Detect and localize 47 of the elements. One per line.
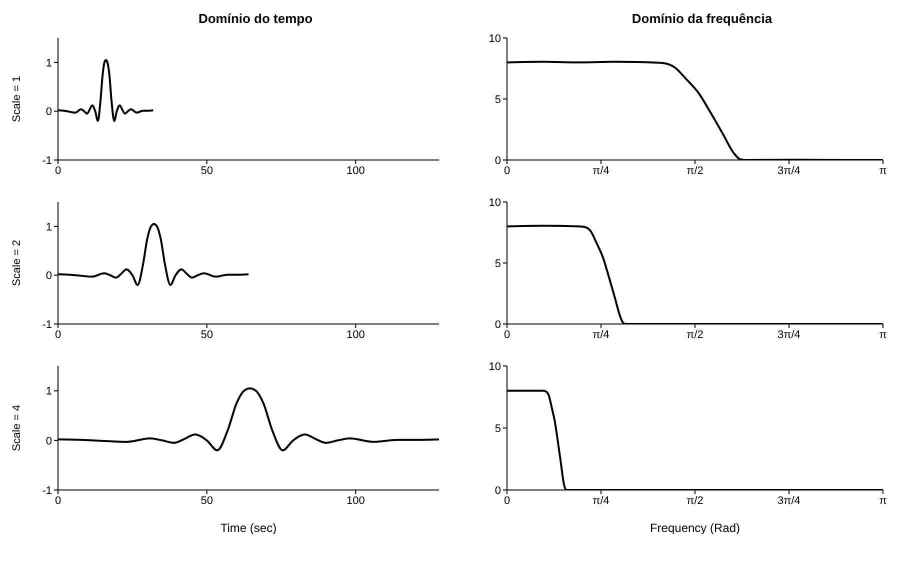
x-tick-label: π/2 [686,328,704,341]
x-tick-label: 0 [504,164,510,177]
y-tick-label: 10 [488,196,501,209]
x-tick-label: 100 [346,494,365,507]
x-tick-label: 50 [200,328,213,341]
y-tick-label: 1 [46,221,52,234]
x-tick-label: π [879,164,888,177]
x-tick-label: 100 [346,164,365,177]
y-tick-label: 5 [494,94,501,106]
x-tick-label: 0 [504,328,510,341]
x-tick-label: π [879,328,888,341]
x-tick-label: 50 [200,494,213,507]
y-tick-label: -1 [42,484,52,497]
y-tick-label: 1 [46,57,52,70]
y-axis-title: Scale = 2 [10,240,23,286]
x-tick-label: π/4 [592,164,610,177]
chart-title: Domínio do tempo [197,10,314,28]
x-tick-label: 50 [200,164,213,177]
x-tick-label: 3π/4 [778,328,800,341]
x-tick-label: π/2 [686,164,704,177]
y-tick-label: 0 [46,106,52,118]
x-tick-label: 3π/4 [778,494,800,507]
y-tick-label: 0 [46,270,52,282]
x-tick-label: 0 [54,328,62,341]
y-axis-title: Scale = 1 [10,76,23,122]
x-tick-label: π/2 [686,494,704,507]
y-tick-label: 10 [488,360,501,373]
x-tick-label: π [879,494,888,507]
y-tick-label: 5 [494,422,501,435]
y-tick-label: 0 [46,435,52,448]
y-tick-label: 0 [494,154,501,167]
y-tick-label: 1 [46,386,52,398]
chart-title: Domínio da frequência [630,10,774,28]
y-tick-label: 0 [494,484,501,497]
y-tick-label: 5 [494,258,501,270]
y-tick-label: -1 [42,154,52,167]
x-tick-label: 0 [504,494,510,507]
y-tick-label: -1 [42,318,52,331]
x-tick-label: 3π/4 [778,164,800,177]
x-tick-label: 0 [54,164,62,177]
x-tick-label: π/4 [592,328,610,341]
x-tick-label: 100 [346,328,365,341]
y-axis-title: Scale = 4 [10,404,23,452]
y-tick-label: 10 [488,32,501,45]
x-tick-label: 0 [54,494,62,507]
y-tick-label: 0 [494,318,501,331]
x-tick-label: π/4 [592,494,610,507]
